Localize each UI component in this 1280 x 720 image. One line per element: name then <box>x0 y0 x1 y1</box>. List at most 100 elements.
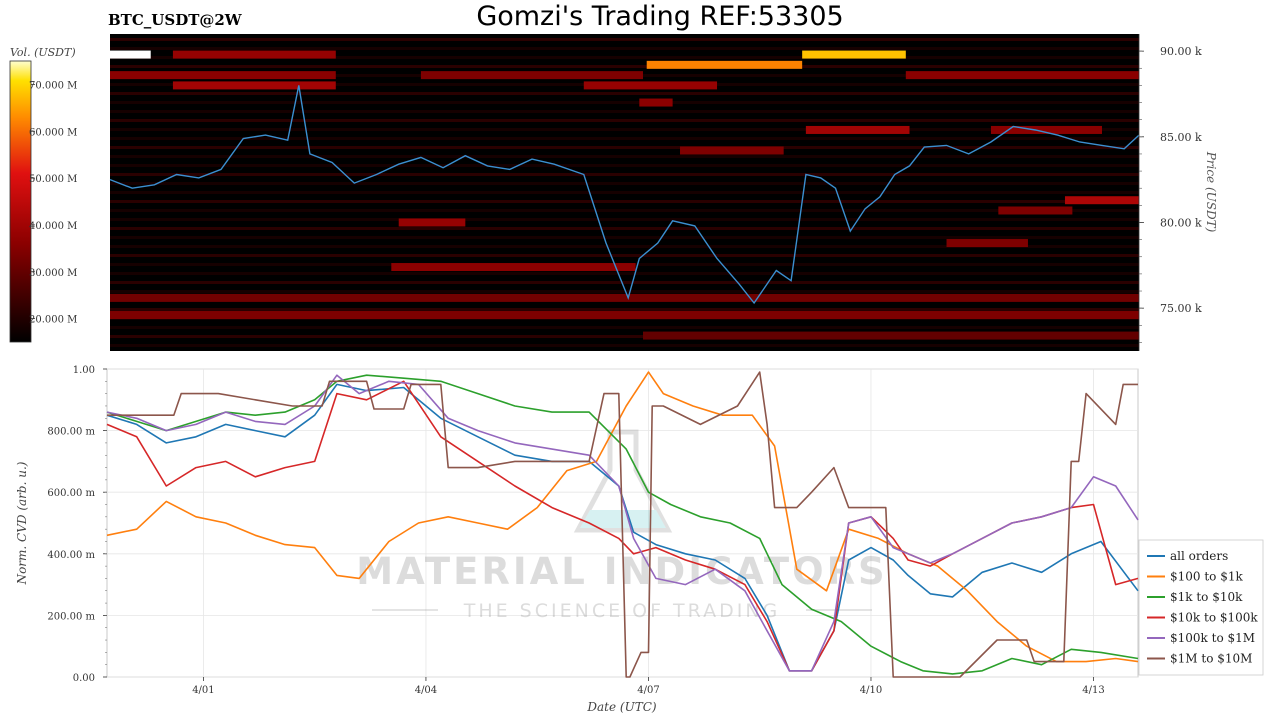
heatmap-band <box>990 125 1102 134</box>
cvd-axes: 0.00 200.00 m 400.00 m 600.00 m 800.00 m 1.00… <box>47 365 1104 696</box>
heatmap-band <box>646 60 803 69</box>
heatmap-row-stripe <box>110 65 1139 68</box>
heatmap-row-stripe <box>110 119 1139 122</box>
heatmap-row-stripe <box>110 218 1139 221</box>
heatmap-band <box>643 331 1139 340</box>
cvd-series-line <box>106 374 1139 672</box>
heatmap-row-stripe <box>110 308 1139 311</box>
heatmap-row-stripe <box>110 164 1139 167</box>
colorbar-tick-label: 30.000 M <box>29 268 77 279</box>
colorbar-tick-label: 70.000 M <box>29 80 77 91</box>
legend-entry: $10k to $100k <box>1170 611 1258 625</box>
cvd-x-tick-label: 4/10 <box>860 685 882 696</box>
cvd-y-tick-label: 400.00 m <box>47 550 95 561</box>
price-axis: 90.00 k 85.00 k 80.00 k 75.00 k <box>1138 34 1202 351</box>
heatmap-band <box>420 71 644 80</box>
legend-entry: $1M to $10M <box>1170 652 1252 666</box>
cvd-x-tick-label: 4/01 <box>192 685 214 696</box>
heatmap-row-stripe <box>110 236 1139 239</box>
chart-title: Gomzi's Trading REF:53305 <box>476 1 843 32</box>
heatmap-row-stripe <box>110 326 1139 329</box>
heatmap-band <box>680 146 784 155</box>
heatmap-row-stripe <box>110 56 1139 59</box>
watermark-sub: THE SCIENCE OF TRADING <box>463 600 781 622</box>
heatmap-row-stripe <box>110 290 1139 293</box>
cvd-x-tick-label: 4/07 <box>637 685 659 696</box>
heatmap-row-stripe <box>110 200 1139 203</box>
heatmap-row-stripe <box>110 272 1139 275</box>
heatmap-row-stripe <box>110 245 1139 248</box>
symbol-label: BTC_USDT@2W <box>108 11 243 29</box>
price-axis-label: Price (USDT) <box>1204 151 1218 233</box>
cvd-y-axis-label: Norm. CVD (arb. u.) <box>15 461 29 585</box>
cvd-series-line <box>107 371 1138 678</box>
heatmap-row-stripe <box>110 281 1139 284</box>
price-tick-label: 90.00 k <box>1160 45 1202 58</box>
cvd-y-tick-label: 800.00 m <box>47 427 95 438</box>
heatmap-row-stripe <box>110 110 1139 113</box>
flask-icon <box>573 429 673 533</box>
heatmap-band <box>802 50 906 59</box>
heatmap-row-stripe <box>110 227 1139 230</box>
heatmap-row-stripe <box>110 47 1139 50</box>
legend-entry: $1k to $10k <box>1170 590 1243 604</box>
cvd-y-tick-label: 200.00 m <box>47 611 95 622</box>
cvd-grid <box>107 368 1138 678</box>
heatmap-band <box>172 81 336 90</box>
cvd-series-line <box>106 371 1139 663</box>
cvd-y-tick-label: 0.00 <box>73 673 95 684</box>
heatmap-band <box>583 81 718 90</box>
legend-entry: all orders <box>1170 549 1228 563</box>
heatmap-band <box>110 293 1139 302</box>
heatmap-band <box>1064 196 1139 205</box>
heatmap-band <box>946 239 1028 248</box>
colorbar-ticks: 70.000 M 60.000 M 50.000 M 40.000 M 30.000 M… <box>29 80 77 325</box>
heatmap-row-stripe <box>110 173 1139 176</box>
cvd-series-line <box>106 374 1139 675</box>
heatmap-band <box>398 218 466 227</box>
price-line <box>109 85 1140 305</box>
cvd-x-tick-label: 4/04 <box>415 685 437 696</box>
heatmap-panel: 90.00 k 85.00 k 80.00 k 75.00 k Price (USDT… <box>109 34 1218 351</box>
heatmap-band <box>110 71 336 80</box>
heatmap-band <box>639 98 673 107</box>
heatmap-band <box>110 50 151 59</box>
price-tick-label: 80.00 k <box>1160 216 1202 229</box>
cvd-series-line <box>106 383 1139 672</box>
heatmap-row-stripe <box>110 209 1139 212</box>
flask-liquid <box>580 510 666 528</box>
heatmap-row-stripe <box>110 128 1139 131</box>
price-tick-label: 75.00 k <box>1160 302 1202 315</box>
price-tick-label: 85.00 k <box>1160 131 1202 144</box>
colorbar-tick-label: 50.000 M <box>29 174 77 185</box>
cvd-panel: MATERIAL INDICATORS THE SCIENCE OF TRADI… <box>15 365 1139 714</box>
heatmap-row-stripe <box>110 146 1139 149</box>
colorbar-tick-label: 20.000 M <box>29 315 77 326</box>
heatmap-band <box>110 311 1139 320</box>
legend: all orders $100 to $1k $1k to $10k $10k to … <box>1138 539 1264 676</box>
legend-entry: $100k to $1M <box>1170 631 1255 645</box>
cvd-y-tick-label: 600.00 m <box>47 488 95 499</box>
heatmap-band <box>998 206 1073 215</box>
heatmap-row-stripe <box>110 254 1139 257</box>
heatmap-bands <box>110 50 1139 340</box>
heatmap-row-stripe <box>110 191 1139 194</box>
legend-entry: $100 to $1k <box>1170 570 1243 584</box>
heatmap-row-stripe <box>110 155 1139 158</box>
colorbar-label: Vol. (USDT) <box>10 46 76 59</box>
heatmap-row-stripe <box>110 38 1139 41</box>
watermark-main: MATERIAL INDICATORS <box>356 550 887 593</box>
heatmap-band <box>905 71 1139 80</box>
colorbar: Vol. (USDT) 70.000 M 60.000 M 50.000 M 40.0… <box>9 46 77 343</box>
cvd-y-tick-label: 1.00 <box>73 365 95 376</box>
heatmap-band <box>805 125 910 134</box>
colorbar-tick-label: 60.000 M <box>29 127 77 138</box>
cvd-lines <box>106 371 1139 678</box>
heatmap-row-stripe <box>110 137 1139 140</box>
heatmap-row-stripe <box>110 344 1139 347</box>
heatmap-row-stripe <box>110 101 1139 104</box>
heatmap-band <box>172 50 336 59</box>
cvd-x-axis-label: Date (UTC) <box>586 700 656 714</box>
heatmap-row-stripe <box>110 335 1139 338</box>
